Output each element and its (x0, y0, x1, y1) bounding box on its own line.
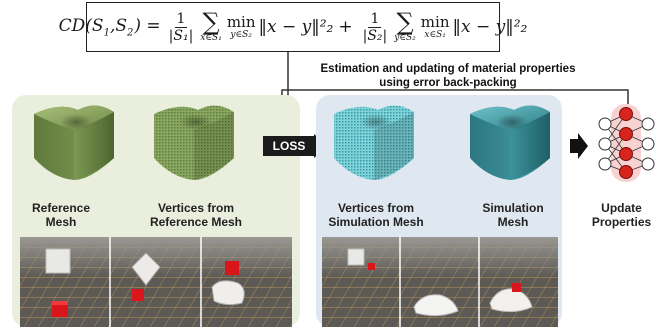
simulation-mesh-shape (470, 105, 550, 180)
caption-update-properties: Update Properties (591, 201, 652, 229)
formula-lhs: CD(S1,S2) = (58, 15, 161, 39)
reference-photos (20, 237, 292, 327)
caption-vertices-reference: Vertices from Reference Mesh (149, 201, 243, 229)
reference-photo-3 (211, 261, 245, 306)
formula-term-1: ‖x − y‖²₂ (258, 17, 334, 37)
simulation-photo-1 (347, 248, 375, 270)
neural-network-icon (598, 104, 655, 182)
formula-sum-2: ∑ y∈S₂ (394, 8, 416, 43)
arrow-right-update-icon (570, 133, 588, 159)
reference-mesh-shape (34, 105, 114, 180)
reference-photo-2 (131, 252, 161, 301)
simulation-photos (322, 237, 558, 327)
chamfer-distance-formula: CD(S1,S2) = 1 |S₁| ∑ x∈S₁ min y∈S₂ ‖x − … (59, 2, 527, 52)
caption-reference-mesh: Reference Mesh (31, 201, 91, 229)
formula-sum-1: ∑ x∈S₁ (200, 8, 222, 43)
caption-simulation-mesh: Simulation Mesh (482, 201, 544, 229)
caption-vertices-simulation: Vertices from Simulation Mesh (328, 201, 424, 229)
estimation-note: Estimation and updating of material prop… (320, 63, 576, 89)
loss-label: LOSS (263, 136, 315, 156)
formula-fraction-1: 1 |S₁| (168, 10, 194, 44)
formula-min-2: min x∈S₁ (420, 13, 450, 40)
formula-term-2: ‖x − y‖²₂ (452, 17, 528, 37)
formula-fraction-2: 1 |S₂| (362, 10, 388, 44)
reference-photo-1 (45, 248, 71, 317)
simulation-photo-2 (413, 294, 459, 317)
formula-min-1: min y∈S₂ (226, 13, 256, 40)
simulation-vertices-shape (334, 105, 414, 180)
reference-vertices-shape (154, 105, 234, 180)
formula-plus: + (338, 17, 353, 37)
simulation-photo-3 (489, 283, 533, 313)
